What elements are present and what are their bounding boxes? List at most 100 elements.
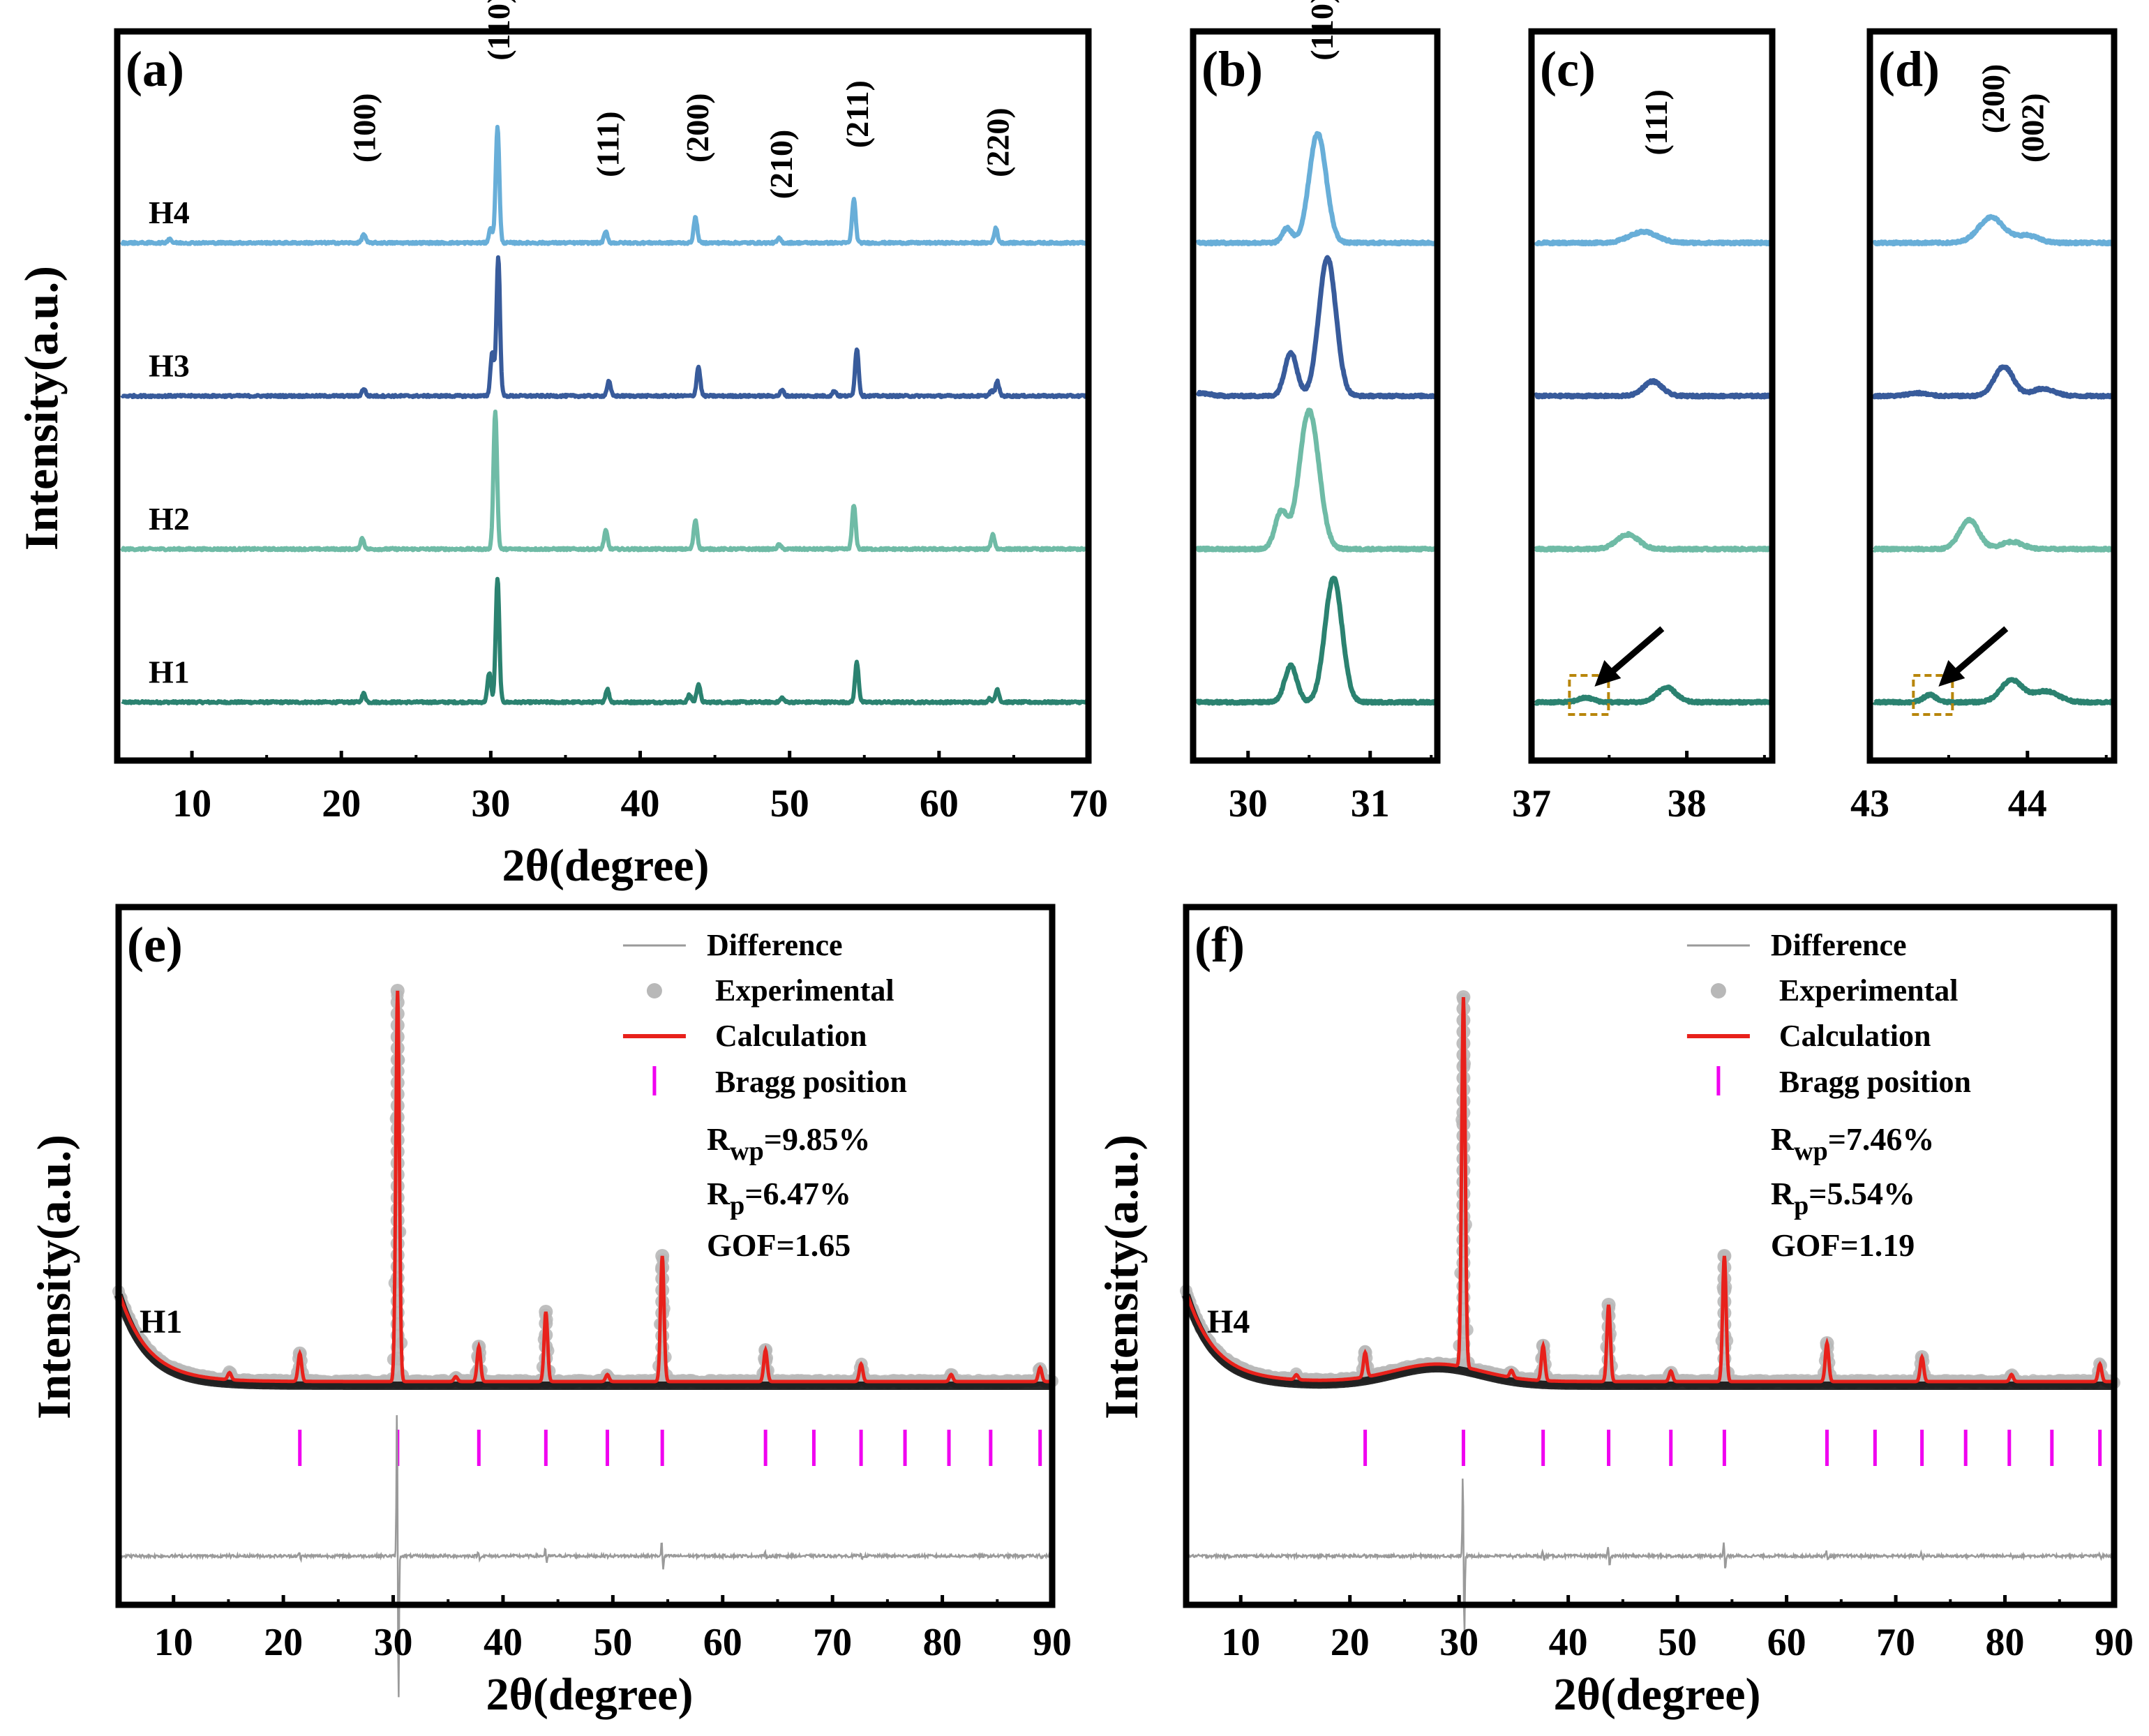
peak-annotation: (002) (2015, 93, 2051, 163)
peak-annotation: (111) (590, 111, 625, 177)
series-line-h2 (120, 410, 1090, 553)
x-tick-label: 50 (1658, 1621, 1697, 1664)
x-tick-label: 43 (1850, 782, 1889, 825)
x-tick-label: 10 (172, 782, 211, 825)
top-x-axis-label: 2θ(degree) (502, 840, 709, 891)
e-y-axis-label: Intensity(a.u.) (27, 1135, 80, 1419)
x-tick-label: 37 (1512, 782, 1551, 825)
plot-frame (1183, 904, 2118, 1608)
x-tick-label: 80 (1986, 1621, 2025, 1664)
series-line-h1 (1534, 684, 1774, 706)
stat-gof: GOF=1.65 (707, 1227, 851, 1263)
difference-line (1185, 1479, 2116, 1632)
difference-line (118, 1415, 1053, 1698)
x-tick-label: 30 (1229, 782, 1268, 825)
peak-annotation: (220) (980, 107, 1015, 177)
panel-f: 10 20 30 40 50 60 70 80 90 (f) H4 Difference Experim… (1180, 904, 2134, 1664)
legend-swatch-experimental (1710, 983, 1726, 998)
stat-rwp: Rwp=9.85% (707, 1121, 871, 1166)
arrow-head (1938, 659, 1965, 687)
legend-swatch-experimental (646, 983, 662, 998)
series-label-h1: H1 (149, 654, 190, 689)
series-line-h4 (1195, 130, 1439, 247)
x-tick-label: 20 (1331, 1621, 1370, 1664)
x-tick-label: 90 (1033, 1621, 1072, 1664)
stat-gof: GOF=1.19 (1771, 1227, 1915, 1263)
panel-label: (a) (126, 41, 184, 97)
x-tick-label: 44 (2008, 782, 2047, 825)
legend: Difference Experimental Calculation Bragg p… (622, 928, 907, 1099)
x-tick-label: 30 (471, 782, 510, 825)
x-tick-label: 31 (1351, 782, 1390, 825)
peak-annotation: (100) (346, 93, 382, 163)
highlight-box (1912, 673, 1954, 716)
f-y-axis-label: Intensity(a.u.) (1095, 1135, 1148, 1419)
legend-calculation-label: Calculation (1779, 1019, 1931, 1053)
series-line-h4 (120, 124, 1090, 246)
plot-frame (115, 904, 1056, 1608)
x-tick-label: 50 (770, 782, 809, 825)
series-line-h1 (121, 576, 1090, 705)
x-tick-label: 60 (1767, 1621, 1806, 1664)
panel-label: (e) (127, 917, 183, 973)
peak-annotation: (210) (763, 130, 799, 200)
x-tick-label: 80 (923, 1621, 962, 1664)
arrow-head (1594, 659, 1622, 687)
sample-label: H4 (1207, 1303, 1250, 1340)
plot-frame (1866, 28, 2118, 764)
panel-label: (c) (1540, 41, 1596, 97)
data-envelope (114, 1294, 1052, 1390)
calculation-line (117, 990, 1052, 1384)
series-line-h1 (1195, 576, 1440, 706)
peak-annotation: (110) (1304, 0, 1340, 61)
x-tick-label: 38 (1668, 782, 1707, 825)
series-line-h3 (120, 255, 1091, 400)
top-y-axis-label: Intensity(a.u.) (15, 266, 68, 551)
series-label-h4: H4 (149, 195, 190, 230)
peak-annotation: (111) (1638, 89, 1674, 156)
series-line-h1 (1872, 677, 2117, 706)
series-line-h4 (1871, 214, 2116, 247)
calculation-line (1184, 997, 2114, 1384)
legend-experimental-label: Experimental (1779, 973, 1959, 1008)
x-tick-label: 60 (703, 1621, 742, 1664)
x-tick-label: 70 (813, 1621, 852, 1664)
x-tick-label: 40 (1549, 1621, 1588, 1664)
legend-calculation-label: Calculation (715, 1019, 867, 1053)
series-line-h2 (1872, 516, 2116, 553)
series-line-h3 (1195, 255, 1440, 400)
series-line-h3 (1533, 377, 1775, 400)
highlight-box (1568, 673, 1610, 716)
x-tick-label: 70 (1069, 782, 1108, 825)
plot-frame (114, 28, 1092, 764)
panel-c: 37 38 (c) (111) (1512, 28, 1776, 825)
x-tick-label: 50 (593, 1621, 632, 1664)
x-tick-label: 10 (154, 1621, 193, 1664)
stat-rp: Rp=6.47% (707, 1176, 851, 1220)
x-tick-label: 40 (621, 782, 660, 825)
peak-annotation: (211) (839, 80, 875, 148)
x-tick-label: 60 (920, 782, 959, 825)
x-tick-label: 30 (1439, 1621, 1478, 1664)
x-tick-label: 40 (484, 1621, 523, 1664)
legend: Difference Experimental Calculation Bragg p… (1686, 928, 1971, 1099)
panel-label: (d) (1878, 41, 1940, 97)
stat-rp: Rp=5.54% (1771, 1176, 1915, 1220)
plot-frame (1528, 28, 1776, 764)
legend-difference-label: Difference (1771, 928, 1907, 962)
panel-a: H1 H2 H3 H4 10 20 30 40 50 60 70 (a) (100) (110) (111)… (114, 0, 1108, 825)
x-tick-label: 90 (2095, 1621, 2134, 1664)
series-line-h3 (1871, 364, 2116, 400)
panel-label: (f) (1195, 917, 1245, 973)
peak-annotation: (200) (1975, 64, 2011, 134)
series-label-h2: H2 (149, 501, 190, 537)
x-tick-label: 30 (374, 1621, 413, 1664)
x-tick-label: 20 (322, 782, 361, 825)
peak-annotation: (200) (680, 93, 715, 163)
stat-rwp: Rwp=7.46% (1771, 1121, 1935, 1166)
peak-annotation: (110) (481, 0, 516, 61)
panel-b: 30 31 (b) (110) (1190, 0, 1441, 825)
series-line-h2 (1195, 407, 1439, 553)
series-line-h4 (1534, 228, 1775, 247)
